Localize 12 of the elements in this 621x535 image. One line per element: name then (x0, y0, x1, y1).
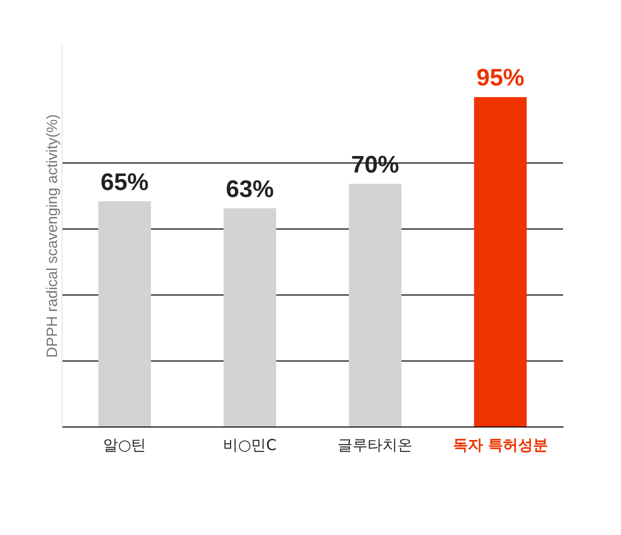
bar (474, 97, 527, 426)
data-label: 63% (226, 176, 274, 203)
x-tick-label: 글루타치온 (338, 436, 413, 454)
data-label: 95% (476, 64, 524, 92)
bar (224, 208, 276, 426)
bar (98, 201, 151, 426)
y-axis-title: DPPH radical scavenging activity(%) (44, 114, 62, 358)
x-tick-label: 비○민C (223, 436, 277, 454)
x-tick-label: 알○틴 (103, 436, 146, 454)
x-tick-label: 독자 특허성분 (452, 436, 548, 454)
data-label: 65% (100, 168, 149, 196)
bar (348, 184, 402, 426)
